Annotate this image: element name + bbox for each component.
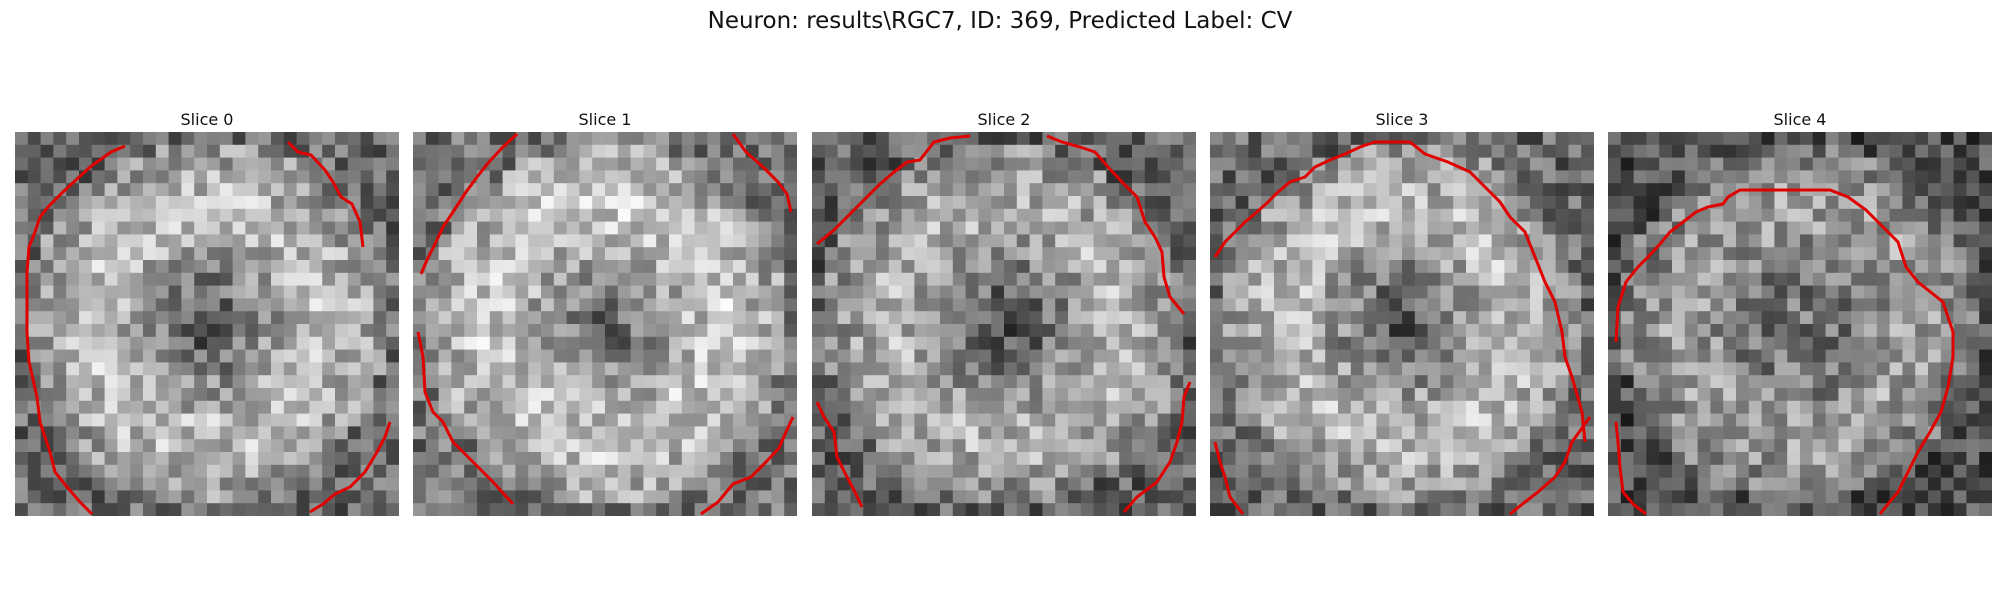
slice-title: Slice 3 [1210,108,1594,132]
slice-panel-1: Slice 1 [413,108,797,516]
slice-image [812,132,1196,516]
slice-title: Slice 0 [15,108,399,132]
slice-panel-3: Slice 3 [1210,108,1594,516]
slice-title: Slice 1 [413,108,797,132]
slice-panel-2: Slice 2 [812,108,1196,516]
slice-image [413,132,797,516]
slice-title: Slice 4 [1608,108,1992,132]
slice-image [1608,132,1992,516]
slice-image [1210,132,1594,516]
slice-title: Slice 2 [812,108,1196,132]
slice-panel-4: Slice 4 [1608,108,1992,516]
slice-image [15,132,399,516]
slice-panel-0: Slice 0 [15,108,399,516]
figure-title: Neuron: results\RGC7, ID: 369, Predicted… [0,8,2000,34]
